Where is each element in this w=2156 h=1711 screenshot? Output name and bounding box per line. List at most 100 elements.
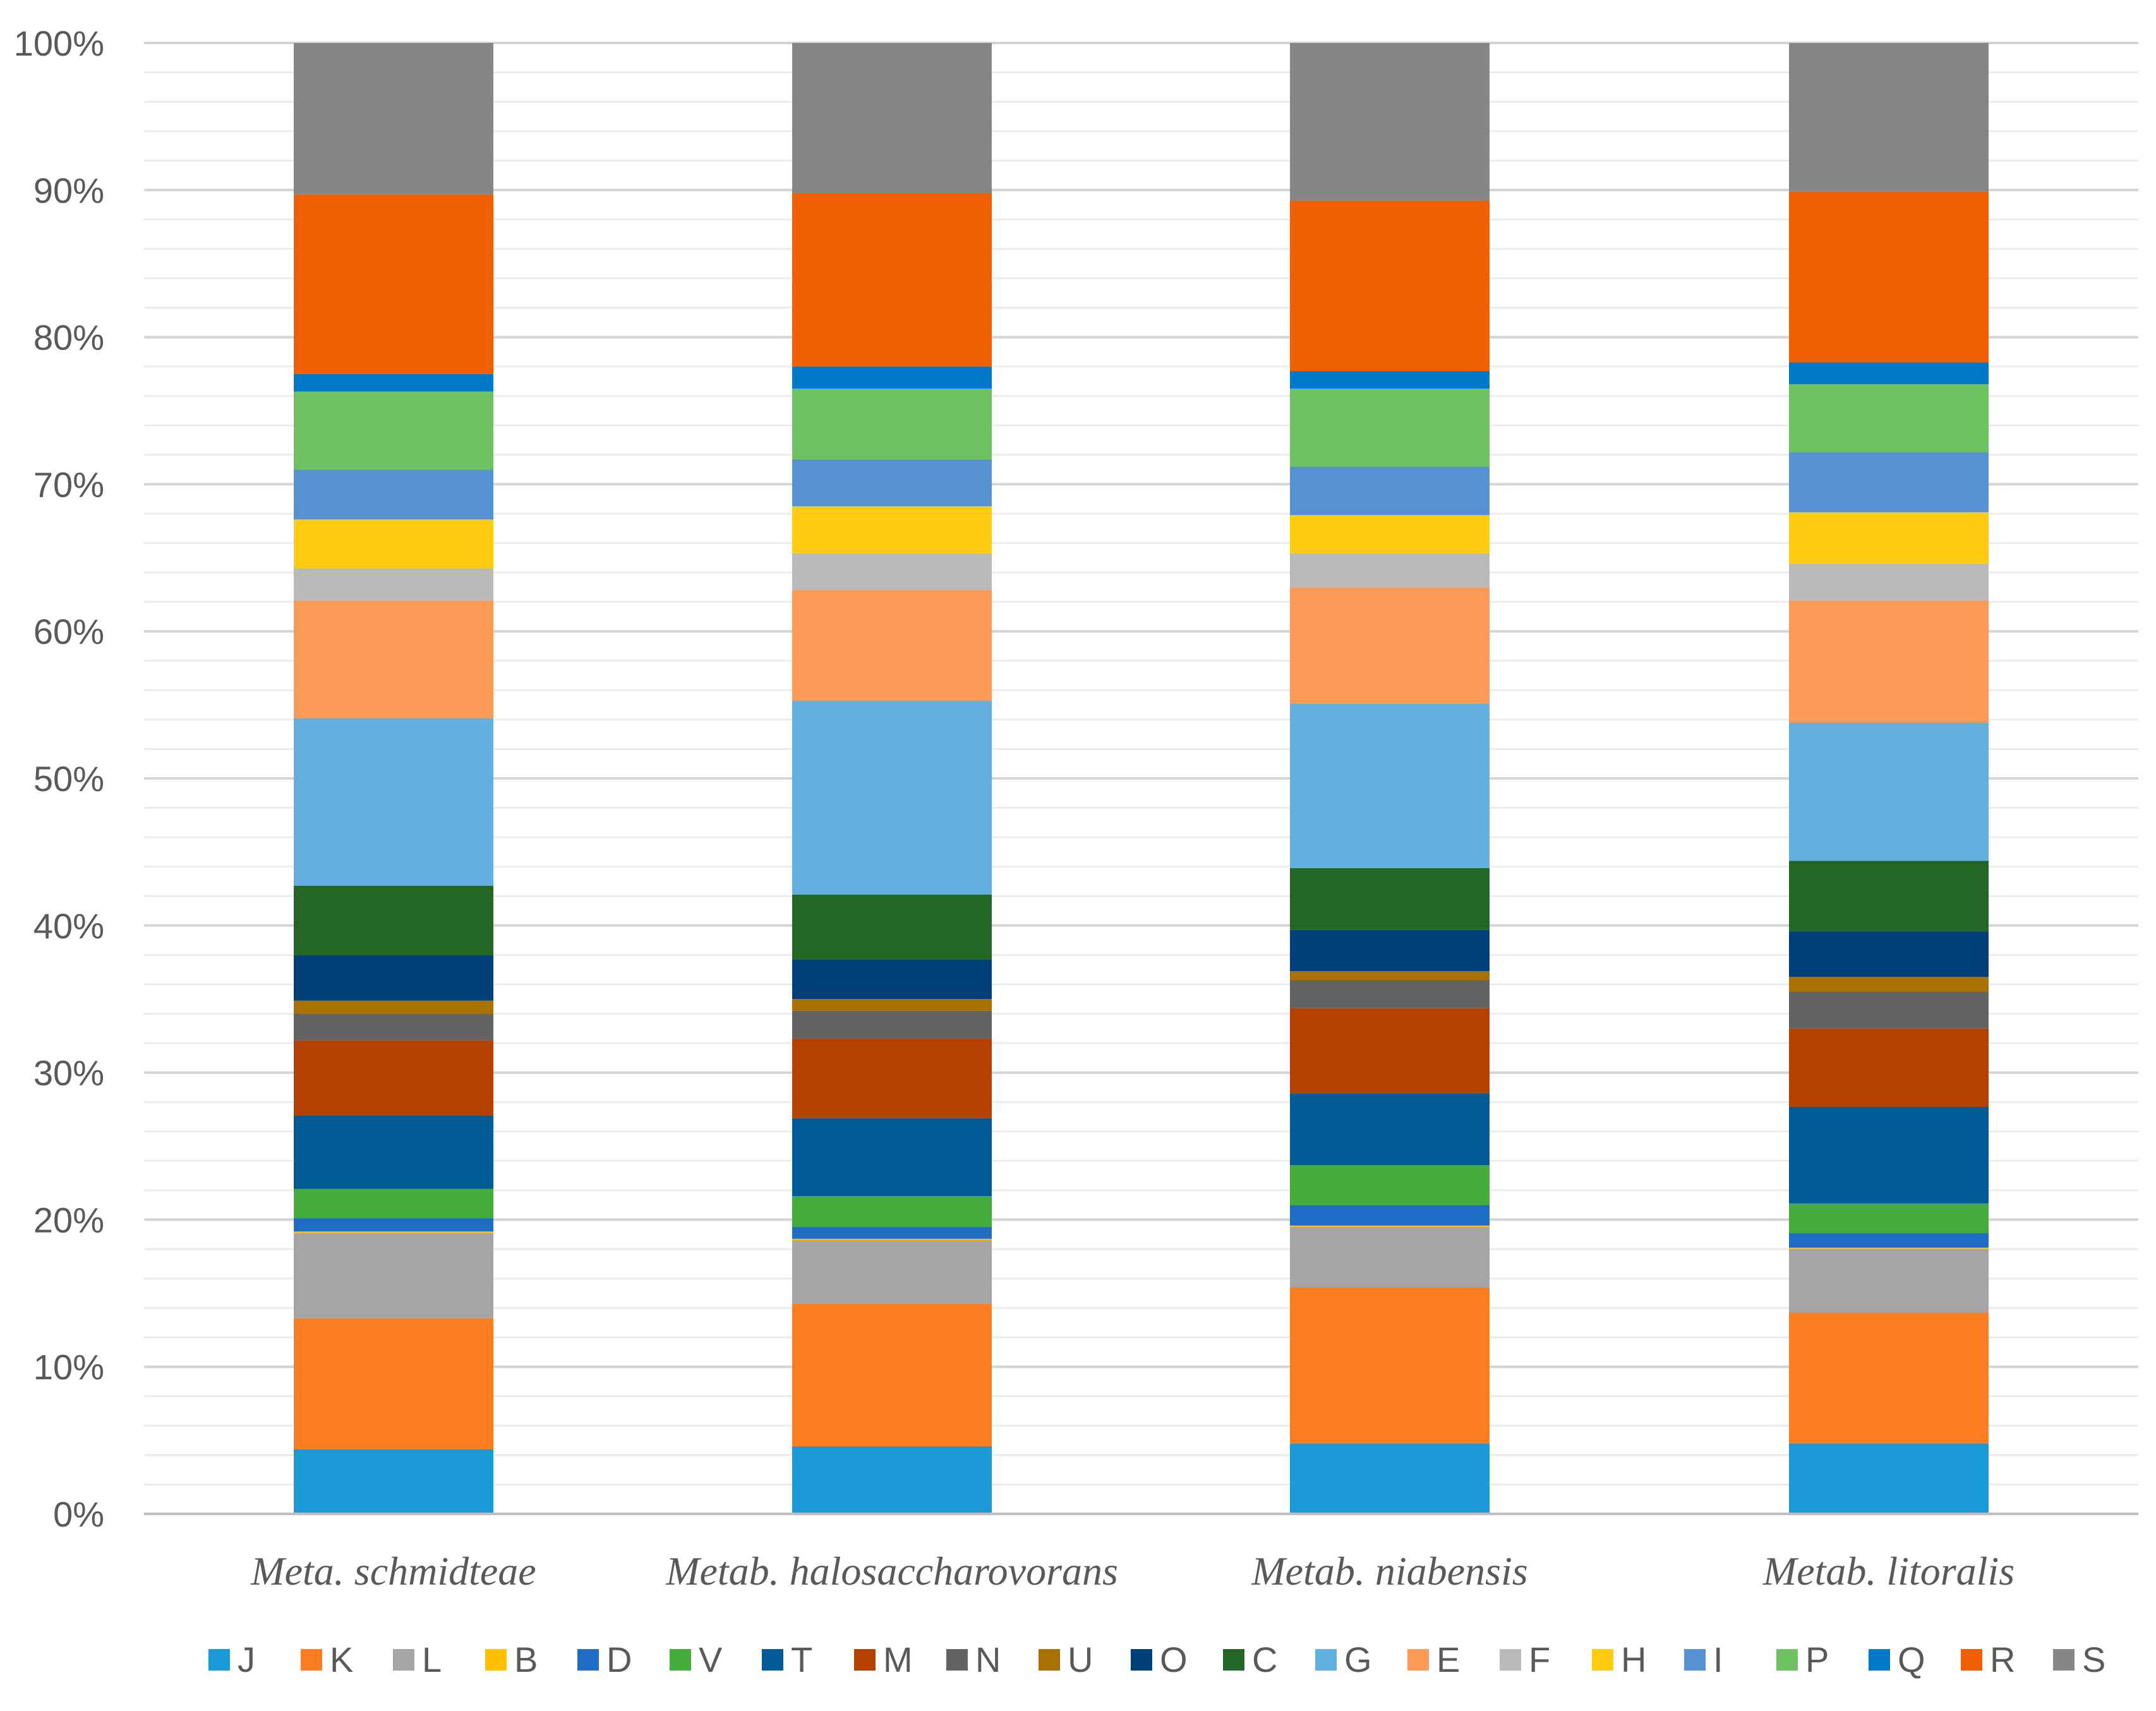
bar-segment-e	[1789, 600, 1989, 723]
bar-segment-u	[1290, 970, 1490, 980]
bar-segment-g	[294, 718, 493, 886]
bar-segment-o	[1789, 931, 1989, 977]
bar-segment-j	[1290, 1443, 1490, 1514]
x-category-label: Meta. schmidteae	[250, 1549, 536, 1593]
y-tick-label: 100%	[14, 23, 104, 63]
legend-label: N	[975, 1640, 1001, 1679]
legend-item: L	[393, 1640, 442, 1679]
legend-item: C	[1223, 1640, 1277, 1679]
legend-label: Q	[1898, 1640, 1925, 1679]
legend-swatch	[854, 1649, 876, 1671]
bar-segment-m	[1290, 1008, 1490, 1094]
bar-segment-e	[792, 590, 992, 701]
legend-item: G	[1315, 1640, 1372, 1679]
bar-segment-c	[792, 894, 992, 960]
legend-swatch	[301, 1649, 322, 1671]
legend-label: F	[1529, 1640, 1550, 1679]
bar-segment-v	[294, 1188, 493, 1219]
legend-swatch	[208, 1649, 230, 1671]
legend-label: D	[606, 1640, 632, 1679]
legend-swatch	[1131, 1649, 1152, 1671]
bar-segment-p	[294, 391, 493, 470]
legend-label: T	[791, 1640, 812, 1679]
bar-segment-v	[792, 1196, 992, 1228]
bar-segment-e	[294, 600, 493, 718]
legend-item: B	[485, 1640, 538, 1679]
y-tick-label: 90%	[33, 171, 104, 210]
legend-swatch	[1039, 1649, 1060, 1671]
legend-swatch	[1592, 1649, 1613, 1671]
bar-segment-l	[294, 1233, 493, 1319]
bar-segment-s	[294, 43, 493, 195]
legend-item: E	[1407, 1640, 1460, 1679]
legend-item: V	[670, 1640, 723, 1679]
legend-item: O	[1131, 1640, 1188, 1679]
bar-segment-f	[792, 553, 992, 591]
bar-segment-d	[294, 1218, 493, 1232]
bar-segment-h	[294, 519, 493, 569]
bar-segment-m	[792, 1039, 992, 1118]
y-tick-label: 80%	[33, 318, 104, 358]
bar-segment-b	[294, 1231, 493, 1233]
y-tick-label: 10%	[33, 1347, 104, 1387]
y-tick-label: 0%	[53, 1494, 104, 1534]
bar-segment-v	[1789, 1203, 1989, 1233]
bar-segment-r	[1789, 191, 1989, 363]
bar-segment-q	[294, 373, 493, 392]
bar-stack	[1290, 43, 1490, 1514]
bar-segment-f	[294, 568, 493, 601]
legend-label: P	[1805, 1640, 1829, 1679]
bar-segment-p	[1290, 389, 1490, 467]
legend-item: H	[1592, 1640, 1646, 1679]
legend-swatch	[1869, 1649, 1890, 1671]
bar-segment-c	[294, 885, 493, 955]
y-tick-label: 70%	[33, 464, 104, 504]
legend-swatch	[670, 1649, 691, 1671]
legend-swatch	[1961, 1649, 1982, 1671]
legend-item: S	[2053, 1640, 2105, 1679]
bar-segment-n	[1789, 991, 1989, 1029]
y-tick-label: 60%	[33, 612, 104, 651]
bar-segment-r	[294, 194, 493, 374]
bar-segment-f	[1290, 553, 1490, 588]
bar-segment-g	[1789, 722, 1989, 861]
bar-segment-q	[1290, 371, 1490, 389]
bar-segment-o	[792, 959, 992, 1000]
bar-segment-h	[1789, 512, 1989, 564]
bar-segment-i	[1789, 452, 1989, 512]
legend-item: K	[301, 1640, 353, 1679]
legend-label: M	[883, 1640, 913, 1679]
legend-label: K	[330, 1640, 353, 1679]
legend-label: H	[1621, 1640, 1646, 1679]
bar-segment-n	[792, 1010, 992, 1039]
bar-stack	[294, 43, 493, 1514]
legend-label: L	[422, 1640, 442, 1679]
bar-segment-m	[294, 1040, 493, 1116]
bar-segment-u	[294, 1000, 493, 1014]
legend-item: U	[1039, 1640, 1093, 1679]
bar-segment-r	[1290, 200, 1490, 372]
legend-item: N	[946, 1640, 1001, 1679]
bar-segment-c	[1290, 868, 1490, 930]
bar-segment-c	[1789, 861, 1989, 932]
bar-segment-i	[792, 459, 992, 507]
bar-stack	[792, 43, 992, 1514]
bar-segment-d	[1789, 1233, 1989, 1248]
legend-label: I	[1713, 1640, 1723, 1679]
bar-segment-d	[792, 1227, 992, 1239]
bar-segment-k	[1290, 1287, 1490, 1444]
bar-segment-h	[792, 506, 992, 553]
legend-item: J	[208, 1640, 255, 1679]
x-axis-category-labels: Meta. schmidteae Metab. halosaccharovoran…	[250, 1549, 2014, 1593]
legend-label: J	[238, 1640, 255, 1679]
legend-label: C	[1252, 1640, 1277, 1679]
bar-segment-q	[1789, 362, 1989, 385]
bar-stack	[1789, 43, 1989, 1514]
bar-segment-u	[792, 999, 992, 1011]
bar-segment-b	[1789, 1247, 1989, 1249]
bars	[294, 43, 1989, 1514]
y-tick-label: 50%	[33, 759, 104, 799]
legend-label: S	[2082, 1640, 2105, 1679]
